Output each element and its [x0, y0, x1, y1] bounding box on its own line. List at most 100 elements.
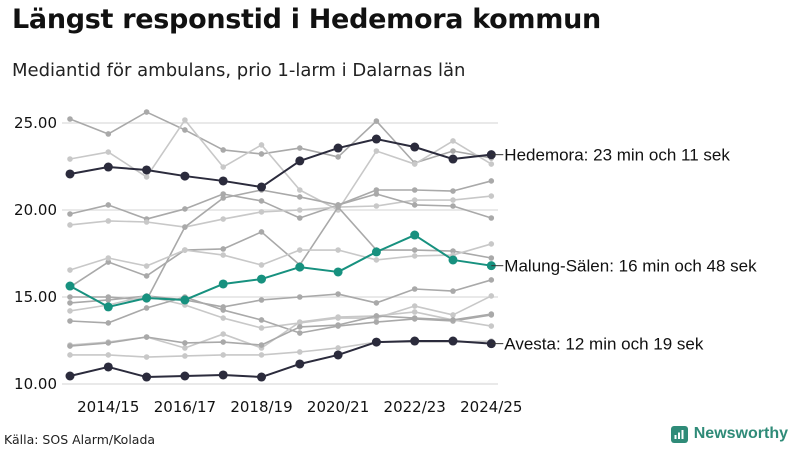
data-point: [297, 247, 303, 253]
data-point: [335, 322, 341, 328]
y-axis: 10.00 15.00 20.00 25.00: [14, 114, 57, 393]
data-point: [450, 317, 456, 323]
data-point: [220, 191, 226, 197]
data-point: [297, 207, 303, 213]
data-point: [488, 293, 495, 299]
series-other: [67, 204, 495, 290]
x-tick-label: 2018/19: [230, 398, 292, 416]
data-point: [220, 246, 226, 252]
data-point: [105, 320, 112, 326]
data-point: [410, 230, 420, 240]
data-point: [182, 345, 188, 351]
series-label-malung-sälen: Malung-Sälen: 16 min och 48 sek: [504, 257, 757, 276]
series-other: [67, 309, 495, 351]
data-point: [143, 354, 150, 360]
data-point: [103, 362, 113, 372]
data-point: [258, 317, 265, 323]
data-point: [450, 312, 456, 318]
x-tick-label: 2016/17: [154, 398, 216, 416]
series-label-avesta: Avesta: 12 min och 19 sek: [504, 335, 704, 354]
data-point: [371, 134, 381, 144]
data-point: [143, 273, 150, 279]
x-tick-label: 2014/15: [77, 398, 139, 416]
data-point: [335, 204, 341, 210]
data-point: [182, 353, 188, 359]
data-point: [182, 206, 188, 212]
data-point: [220, 252, 226, 258]
data-point: [182, 127, 188, 133]
data-point: [67, 300, 73, 306]
data-point: [333, 267, 343, 277]
data-point: [257, 274, 266, 284]
data-point: [335, 247, 341, 253]
chart-subtitle: Mediantid för ambulans, prio 1-larm i Da…: [12, 60, 466, 81]
data-point: [220, 331, 226, 337]
series-other: [67, 109, 495, 166]
data-point: [371, 247, 381, 257]
data-point: [257, 372, 266, 382]
data-point: [220, 315, 226, 321]
series-other: [67, 241, 495, 273]
data-point: [65, 281, 75, 291]
data-point: [182, 224, 188, 230]
data-point: [258, 209, 265, 215]
data-point: [411, 309, 418, 315]
data-point: [220, 339, 226, 345]
series-other: [67, 311, 495, 349]
data-point: [105, 297, 112, 303]
x-tick-label: 2022/23: [384, 398, 446, 416]
data-point: [297, 349, 303, 355]
chart-title: Längst responstid i Hedemora kommun: [12, 4, 601, 35]
series-other: [67, 277, 495, 310]
data-point: [450, 148, 456, 154]
data-point: [297, 330, 303, 336]
data-point: [411, 202, 418, 208]
newsworthy-logo: Newsworthy: [670, 425, 788, 443]
data-point: [371, 337, 381, 347]
data-point: [180, 295, 190, 305]
data-point: [488, 277, 495, 283]
data-point: [67, 156, 73, 162]
data-point: [65, 169, 75, 179]
data-point: [488, 241, 495, 247]
data-point: [448, 336, 458, 346]
data-point: [335, 291, 341, 297]
data-point: [142, 165, 152, 175]
data-point: [488, 323, 495, 329]
series-labels: Hedemora: 23 min och 11 sek Malung-Sälen:…: [491, 146, 757, 354]
data-point: [448, 255, 458, 265]
data-point: [67, 267, 73, 273]
data-point: [105, 255, 112, 261]
data-point: [448, 154, 458, 164]
data-point: [220, 216, 226, 222]
data-point: [67, 294, 73, 300]
data-point: [488, 311, 495, 317]
data-point: [297, 215, 303, 221]
data-point: [373, 300, 380, 306]
gridlines: [62, 122, 498, 385]
data-point: [67, 222, 73, 228]
bar-chart-icon: [670, 425, 688, 443]
data-point: [182, 340, 188, 346]
data-point: [258, 352, 265, 358]
data-point: [295, 156, 305, 166]
data-point: [373, 203, 380, 209]
data-point: [182, 117, 188, 123]
y-tick-label: 25.00: [14, 114, 57, 132]
data-point: [410, 336, 420, 346]
data-point: [143, 219, 150, 225]
data-point: [180, 171, 190, 181]
y-tick-label: 20.00: [14, 201, 57, 219]
data-point: [258, 198, 265, 204]
data-point: [67, 211, 73, 217]
other-municipalities-lines: [67, 109, 495, 360]
series-other: [67, 117, 495, 213]
data-point: [220, 307, 226, 313]
data-point: [105, 202, 112, 208]
data-point: [373, 187, 380, 193]
data-point: [450, 288, 456, 294]
data-point: [220, 164, 226, 170]
data-point: [411, 161, 418, 167]
data-point: [411, 315, 418, 321]
data-point: [218, 176, 228, 186]
